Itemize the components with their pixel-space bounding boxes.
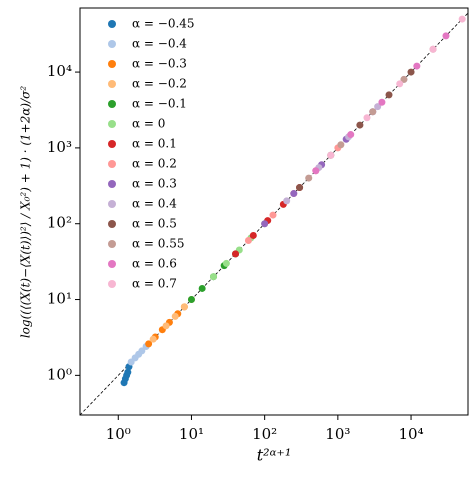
legend-label: α = 0.4 (132, 197, 177, 211)
legend-marker (108, 200, 116, 208)
legend-label: α = 0.1 (132, 137, 177, 151)
point (327, 151, 335, 159)
point (458, 15, 466, 23)
legend-marker (108, 160, 116, 168)
legend-marker (108, 120, 116, 128)
legend-label: α = −0.1 (132, 97, 187, 111)
legend-label: α = 0.2 (132, 157, 177, 171)
legend-label: α = 0.55 (132, 237, 185, 251)
point (429, 45, 437, 53)
y-tick-label: 10⁰ (47, 365, 72, 383)
point (347, 131, 355, 139)
legend-label: α = −0.4 (132, 37, 187, 51)
point (269, 211, 277, 219)
point (356, 121, 364, 129)
legend-marker (108, 60, 116, 68)
point (162, 322, 170, 330)
y-tick-label: 10⁴ (47, 62, 72, 80)
point (244, 237, 252, 245)
y-tick-label: 10³ (47, 138, 72, 156)
legend-marker (108, 240, 116, 248)
point (187, 296, 195, 304)
legend-label: α = 0.3 (132, 177, 177, 191)
x-tick-label: 10⁴ (398, 425, 423, 443)
legend-label: α = 0 (132, 117, 165, 131)
point (149, 335, 157, 343)
point (337, 141, 345, 149)
legend-label: α = 0.6 (132, 257, 177, 271)
point (374, 103, 382, 111)
legend-marker (108, 180, 116, 188)
point (180, 303, 188, 311)
point (283, 197, 291, 205)
point (209, 273, 217, 281)
point (222, 259, 230, 267)
x-tick-label: 10⁰ (106, 425, 131, 443)
legend-label: α = −0.2 (132, 77, 187, 91)
legend-label: α = 0.7 (132, 277, 177, 291)
point (261, 220, 269, 228)
legend-marker (108, 100, 116, 108)
point (400, 75, 408, 83)
point (442, 32, 450, 40)
y-tick-label: 10² (47, 214, 72, 232)
legend-marker (108, 220, 116, 228)
legend-marker (108, 280, 116, 288)
legend-label: α = −0.3 (132, 57, 187, 71)
point (138, 347, 146, 355)
legend-label: α = −0.45 (132, 17, 195, 31)
x-tick-label: 10² (252, 425, 277, 443)
point (145, 340, 153, 348)
y-axis-label: log((⟨(X(t)−⟨X(t)⟩)²⟩ / X₀²) + 1) · (1+2… (19, 86, 33, 339)
legend-marker (108, 20, 116, 28)
point (396, 80, 404, 88)
x-tick-label: 10³ (325, 425, 350, 443)
point (407, 68, 415, 76)
x-tick-label: 10¹ (179, 425, 204, 443)
point (171, 312, 179, 320)
point (385, 91, 393, 99)
point (124, 368, 132, 376)
x-axis-label: t²ᵅ⁺¹ (257, 446, 292, 465)
point (413, 62, 421, 70)
point (290, 190, 298, 198)
point (198, 284, 206, 292)
legend-marker (108, 80, 116, 88)
point (232, 250, 240, 258)
point (363, 114, 371, 122)
point (249, 231, 257, 239)
legend-marker (108, 40, 116, 48)
legend-marker (108, 260, 116, 268)
y-tick-label: 10¹ (47, 290, 72, 308)
point (305, 174, 313, 182)
point (296, 184, 304, 192)
point (378, 98, 386, 106)
legend-marker (108, 140, 116, 148)
point (312, 167, 320, 175)
legend-label: α = 0.5 (132, 217, 177, 231)
point (369, 108, 377, 116)
plot-frame (79, 7, 469, 416)
